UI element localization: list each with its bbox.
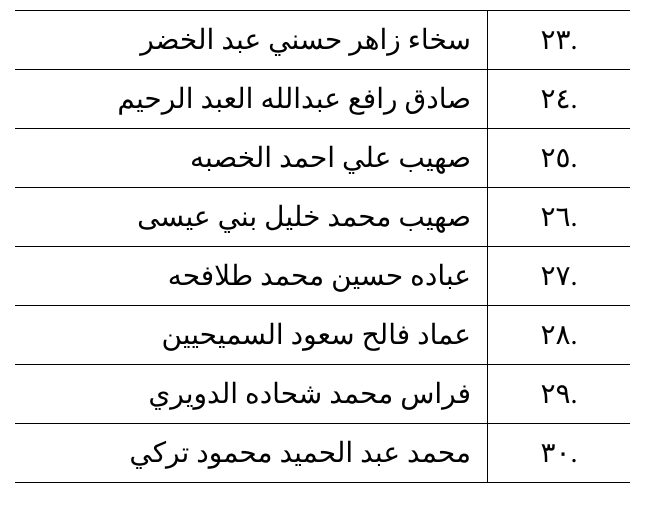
row-number: .٢٧ xyxy=(488,247,631,306)
row-number: .٢٦ xyxy=(488,188,631,247)
row-name: صهيب علي احمد الخصبه xyxy=(15,129,488,188)
row-number: .٢٤ xyxy=(488,70,631,129)
row-number: .٢٩ xyxy=(488,365,631,424)
table-row: .٢٤ صادق رافع عبدالله العبد الرحيم xyxy=(15,70,630,129)
table-row: .٣٠ محمد عبد الحميد محمود تركي xyxy=(15,424,630,483)
row-name: عباده حسين محمد طلافحه xyxy=(15,247,488,306)
row-name: سخاء زاهر حسني عبد الخضر xyxy=(15,11,488,70)
table-row: .٢٦ صهيب محمد خليل بني عيسى xyxy=(15,188,630,247)
row-name: فراس محمد شحاده الدويري xyxy=(15,365,488,424)
table-row: .٢٧ عباده حسين محمد طلافحه xyxy=(15,247,630,306)
row-number: .٢٨ xyxy=(488,306,631,365)
table-row: .٢٨ عماد فالح سعود السميحيين xyxy=(15,306,630,365)
row-number: .٣٠ xyxy=(488,424,631,483)
row-name: صادق رافع عبدالله العبد الرحيم xyxy=(15,70,488,129)
row-name: عماد فالح سعود السميحيين xyxy=(15,306,488,365)
table-row: .٢٩ فراس محمد شحاده الدويري xyxy=(15,365,630,424)
row-number: .٢٣ xyxy=(488,11,631,70)
names-table: .٢٣ سخاء زاهر حسني عبد الخضر .٢٤ صادق را… xyxy=(15,10,630,483)
row-name: محمد عبد الحميد محمود تركي xyxy=(15,424,488,483)
page-container: .٢٣ سخاء زاهر حسني عبد الخضر .٢٤ صادق را… xyxy=(0,0,650,505)
row-number: .٢٥ xyxy=(488,129,631,188)
table-row: .٢٥ صهيب علي احمد الخصبه xyxy=(15,129,630,188)
row-name: صهيب محمد خليل بني عيسى xyxy=(15,188,488,247)
table-row: .٢٣ سخاء زاهر حسني عبد الخضر xyxy=(15,11,630,70)
